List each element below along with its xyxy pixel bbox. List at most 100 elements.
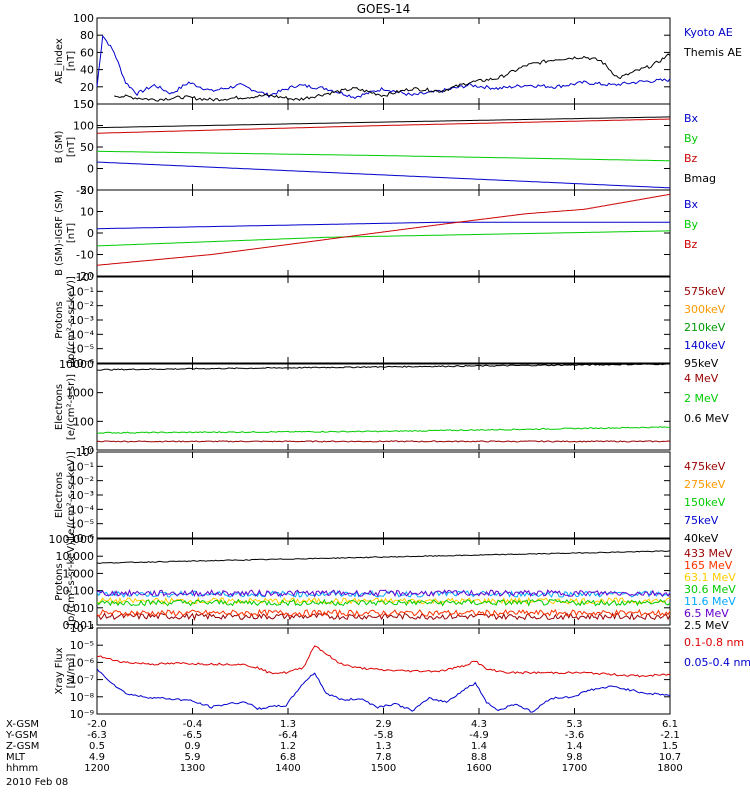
legend-entry-protons_low: 140keV bbox=[684, 339, 726, 352]
ytick-label-bigrf: -20 bbox=[76, 270, 94, 283]
ytick-label-electrons_high: 10 bbox=[80, 444, 94, 457]
orbit-row-value: -3.6 bbox=[565, 730, 585, 741]
orbit-row-label: MLT bbox=[6, 752, 26, 763]
ylabel-xray: Xray Flux bbox=[54, 647, 65, 694]
legend-entry-electrons_high: 0.6 MeV bbox=[684, 412, 729, 425]
ytick-label-xray: 10⁻⁷ bbox=[70, 674, 94, 687]
ylabel-unit-bsm: [nT] bbox=[66, 137, 77, 157]
ylabel-protons_low: Protons bbox=[54, 301, 65, 338]
series-line-bsm-3 bbox=[96, 116, 670, 129]
series-line-bigrf-2 bbox=[96, 193, 671, 266]
ytick-label-bsm: 50 bbox=[80, 141, 94, 154]
series-line-electrons_high-2 bbox=[96, 363, 670, 371]
ylabel-electrons_high: Electrons bbox=[54, 384, 65, 430]
legend-entry-protons_high: 433 MeV bbox=[684, 547, 733, 560]
ylabel-protons_high: Protons bbox=[54, 563, 65, 600]
legend-entry-bigrf: Bx bbox=[684, 198, 699, 211]
legend-entry-bigrf: By bbox=[684, 218, 699, 231]
legend-entry-electrons_high: 4 MeV bbox=[684, 372, 719, 385]
orbit-row-value: -5.8 bbox=[374, 730, 394, 741]
ytick-label-protons_high: 1.000 bbox=[63, 567, 95, 580]
ylabel-electrons_low: Electrons bbox=[54, 472, 65, 518]
series-line-protons_high-0 bbox=[97, 611, 671, 621]
series-line-electrons_high-0 bbox=[96, 440, 671, 443]
legend-entry-protons_high: 63.1 MeV bbox=[684, 571, 736, 584]
series-line-xray-0 bbox=[96, 645, 671, 678]
legend-entry-bigrf: Bz bbox=[684, 238, 698, 251]
ytick-label-protons_high: 10.000 bbox=[56, 550, 95, 563]
ylabel-ae: AE_index bbox=[54, 38, 65, 84]
panel-frame-ae bbox=[96, 17, 671, 105]
ytick-label-protons_low: 10⁻² bbox=[70, 300, 94, 313]
ytick-label-bsm: 100 bbox=[73, 120, 94, 133]
series-line-bsm-0 bbox=[97, 161, 670, 189]
orbit-row-value: -6.5 bbox=[183, 730, 203, 741]
legend-entry-bsm: Bx bbox=[684, 112, 699, 125]
orbit-row-label: Y-GSM bbox=[5, 730, 38, 741]
ytick-label-electrons_high: 1000 bbox=[66, 387, 94, 400]
legend-entry-electrons_high: 2 MeV bbox=[684, 392, 719, 405]
ytick-label-bigrf: 10 bbox=[80, 206, 94, 219]
ytick-label-xray: 10⁻⁶ bbox=[70, 656, 95, 669]
ytick-label-protons_low: 10⁻⁶ bbox=[70, 357, 95, 370]
orbit-row-label: Z-GSM bbox=[6, 741, 39, 752]
legend-entry-electrons_low: 275keV bbox=[684, 478, 726, 491]
orbit-row-value: -2.1 bbox=[660, 730, 680, 741]
legend-entry-electrons_low: 150keV bbox=[684, 496, 726, 509]
series-line-protons_high-4 bbox=[96, 589, 671, 599]
orbit-row-value: 1800 bbox=[657, 763, 682, 774]
orbit-row-value: 9.8 bbox=[567, 752, 583, 763]
legend-entry-protons_high: 165 MeV bbox=[684, 559, 733, 572]
ytick-label-protons_low: 10⁻³ bbox=[70, 314, 94, 327]
series-line-bigrf-1 bbox=[96, 230, 671, 247]
ytick-label-xray: 10⁻⁸ bbox=[70, 691, 95, 704]
orbit-row-value: 8.8 bbox=[471, 752, 487, 763]
orbit-row-value: 1.3 bbox=[280, 719, 296, 730]
ytick-label-ae: 60 bbox=[80, 46, 94, 59]
ytick-label-xray: 10⁻⁵ bbox=[70, 639, 94, 652]
legend-entry-bsm: Bmag bbox=[684, 172, 716, 185]
orbit-row-value: -0.4 bbox=[183, 719, 203, 730]
legend-entry-bsm: Bz bbox=[684, 152, 698, 165]
series-line-xray-1 bbox=[96, 668, 671, 713]
series-line-bsm-2 bbox=[97, 118, 671, 134]
panel-frame-bigrf bbox=[96, 189, 671, 277]
series-line-bsm-1 bbox=[97, 150, 671, 162]
orbit-row-value: 1.4 bbox=[567, 741, 583, 752]
ylabel-unit-bigrf: [nT] bbox=[66, 223, 77, 243]
orbit-row-value: 1700 bbox=[562, 763, 587, 774]
orbit-row-value: 1.2 bbox=[280, 741, 296, 752]
series-line-protons_high-1 bbox=[96, 608, 671, 618]
panel-frame-electrons_low bbox=[96, 451, 671, 539]
legend-entry-ae: Themis AE bbox=[683, 46, 742, 59]
chart-title: GOES-14 bbox=[357, 2, 411, 16]
ytick-label-protons_high: 0.010 bbox=[63, 602, 95, 615]
panel-frame-bsm bbox=[96, 103, 671, 191]
orbit-row-value: 10.7 bbox=[659, 752, 681, 763]
orbit-row-value: 1.5 bbox=[662, 741, 678, 752]
orbit-row-value: 1600 bbox=[466, 763, 491, 774]
ytick-label-electrons_high: 10000 bbox=[59, 358, 94, 371]
ytick-label-electrons_low: 10⁻² bbox=[70, 475, 94, 488]
ytick-label-bsm: -50 bbox=[76, 184, 94, 197]
orbit-row-value: 7.8 bbox=[376, 752, 392, 763]
orbit-row-value: 5.9 bbox=[185, 752, 201, 763]
series-line-electrons_high-1 bbox=[96, 426, 671, 434]
series-line-ae-1 bbox=[114, 53, 671, 102]
series-line-protons_high-2 bbox=[96, 596, 671, 606]
ytick-label-bigrf: 0 bbox=[87, 227, 94, 240]
panel-frame-protons_low bbox=[96, 276, 671, 364]
orbit-row-value: 2.9 bbox=[376, 719, 392, 730]
orbit-row-value: 1500 bbox=[371, 763, 396, 774]
ytick-label-electrons_low: 10⁰ bbox=[76, 446, 95, 459]
legend-entry-protons_low: 575keV bbox=[684, 285, 726, 298]
legend-entry-electrons_low: 75keV bbox=[684, 514, 719, 527]
orbit-row-value: 0.5 bbox=[89, 741, 105, 752]
ytick-label-ae: 0 bbox=[87, 98, 94, 111]
ytick-label-ae: 20 bbox=[80, 81, 94, 94]
ytick-label-xray: 10⁻⁹ bbox=[70, 708, 94, 721]
ylabel-unit-protons_high: [p/(cm²-s-sr-keV)] bbox=[66, 538, 77, 626]
orbit-row-value: 1200 bbox=[84, 763, 109, 774]
orbit-row-label: X-GSM bbox=[6, 719, 39, 730]
ytick-label-electrons_high: 100 bbox=[73, 415, 94, 428]
